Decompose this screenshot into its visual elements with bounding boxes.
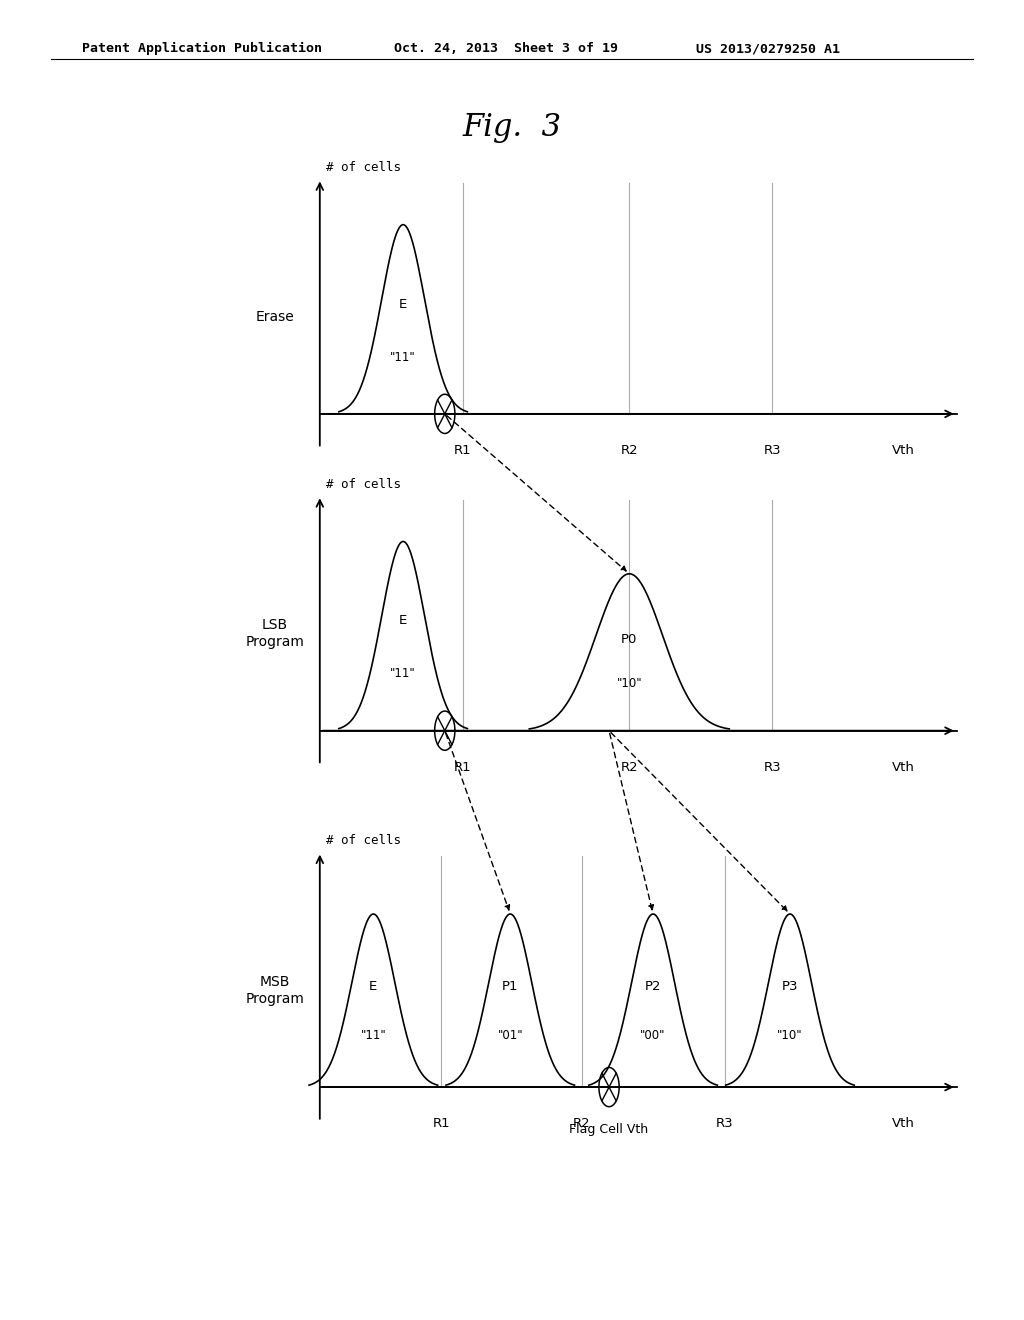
Text: "00": "00" [640, 1028, 666, 1041]
Text: E: E [370, 981, 378, 993]
Text: "11": "11" [390, 351, 416, 363]
Text: # of cells: # of cells [326, 834, 400, 847]
Text: Erase: Erase [255, 310, 294, 323]
Text: US 2013/0279250 A1: US 2013/0279250 A1 [696, 42, 841, 55]
Text: Fig.  3: Fig. 3 [463, 112, 561, 143]
Text: R2: R2 [621, 444, 638, 457]
Text: "11": "11" [360, 1028, 386, 1041]
Text: # of cells: # of cells [326, 161, 400, 174]
Text: R2: R2 [572, 1117, 591, 1130]
Text: E: E [399, 614, 408, 627]
Text: P0: P0 [622, 634, 638, 647]
Text: Vth: Vth [892, 760, 914, 774]
Text: R1: R1 [432, 1117, 450, 1130]
Text: # of cells: # of cells [326, 478, 400, 491]
Text: "10": "10" [616, 677, 642, 690]
Text: P1: P1 [502, 981, 518, 993]
Text: "11": "11" [390, 668, 416, 680]
Text: Vth: Vth [892, 1117, 914, 1130]
Text: R3: R3 [763, 760, 781, 774]
Text: "10": "10" [777, 1028, 803, 1041]
Text: R3: R3 [716, 1117, 733, 1130]
Text: Oct. 24, 2013  Sheet 3 of 19: Oct. 24, 2013 Sheet 3 of 19 [394, 42, 618, 55]
Text: Patent Application Publication: Patent Application Publication [82, 42, 322, 55]
Text: R1: R1 [454, 760, 471, 774]
Text: Flag Cell Vth: Flag Cell Vth [569, 1123, 648, 1135]
Text: "01": "01" [498, 1028, 523, 1041]
Text: R3: R3 [763, 444, 781, 457]
Text: Vth: Vth [892, 444, 914, 457]
Text: P3: P3 [781, 981, 799, 993]
Text: R1: R1 [454, 444, 471, 457]
Text: R2: R2 [621, 760, 638, 774]
Text: E: E [399, 297, 408, 310]
Text: MSB
Program: MSB Program [245, 974, 304, 1006]
Text: LSB
Program: LSB Program [245, 618, 304, 649]
Text: P2: P2 [645, 981, 662, 993]
